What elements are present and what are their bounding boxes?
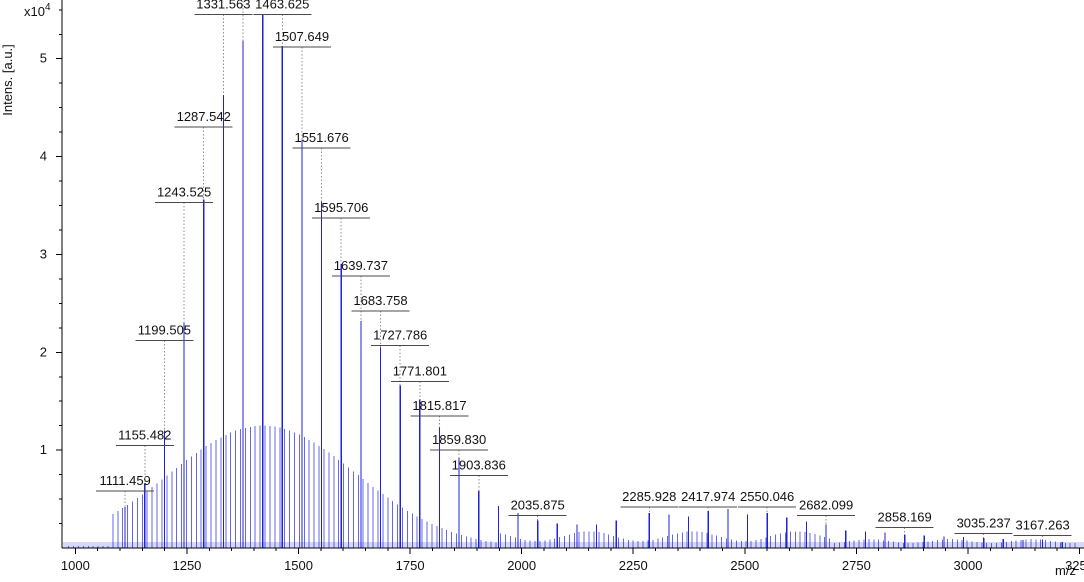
- y-tick-label-4: 4: [40, 149, 47, 164]
- y-tick-label-1: 1: [40, 442, 47, 457]
- peak-label-0: 1111.459: [99, 473, 150, 488]
- y-multiplier-label: x104: [24, 2, 51, 19]
- x-tick-label-1250: 1250: [172, 558, 201, 573]
- peak-label-23: 2858.169: [878, 509, 932, 524]
- x-tick-label-1750: 1750: [396, 558, 425, 573]
- y-axis-label: Intens. [a.u.]: [0, 44, 15, 116]
- peak-label-2: 1199.505: [138, 323, 191, 338]
- ticks: 1000 1250 1500 1750 2000 2250 2500 2750 3000 3250…: [40, 9, 1084, 573]
- x-tick-label-1000: 1000: [61, 558, 90, 573]
- peak-label-17: 1903.836: [452, 458, 506, 473]
- y-multiplier-exponent: 4: [45, 2, 51, 13]
- y-multiplier-base: x10: [24, 4, 45, 19]
- peak-label-5: 1331.563: [196, 0, 250, 12]
- peak-label-19: 2285.928: [622, 489, 676, 504]
- x-tick-label-2250: 2250: [619, 558, 648, 573]
- x-tick-label-3000: 3000: [954, 558, 983, 573]
- peak-label-22: 2682.099: [799, 498, 853, 513]
- peak-label-18: 2035.875: [511, 498, 565, 513]
- y-tick-label-2: 2: [40, 344, 47, 359]
- x-tick-label-2750: 2750: [842, 558, 871, 573]
- x-tick-label-3250: 3250: [1065, 558, 1084, 573]
- peak-label-13: 1727.786: [373, 327, 427, 342]
- peak-label-9: 1551.676: [294, 130, 348, 145]
- axes: [61, 0, 1084, 549]
- peak-label-4: 1287.542: [177, 109, 231, 124]
- y-tick-label-5: 5: [40, 51, 47, 66]
- peak-annotations: 1111.459 1155.482 1199.505 1243.525 1287.542…: [96, 0, 1072, 541]
- x-axis-label: m/z: [1055, 563, 1076, 578]
- peak-label-20: 2417.974: [681, 489, 735, 504]
- x-tick-label-2000: 2000: [507, 558, 536, 573]
- x-tick-label-1500: 1500: [284, 558, 313, 573]
- peak-label-1: 1155.482: [118, 427, 171, 442]
- peak-label-16: 1859.830: [432, 432, 486, 447]
- peak-label-12: 1683.758: [353, 293, 407, 308]
- peak-label-15: 1815.817: [412, 398, 466, 413]
- peak-label-14: 1771.801: [393, 364, 447, 379]
- peak-label-3: 1243.525: [157, 185, 211, 200]
- peak-label-11: 1639.737: [334, 258, 388, 273]
- baseline-noise-band: [63, 542, 1084, 548]
- peak-label-24: 3035.237: [957, 515, 1011, 530]
- plot-area: [63, 14, 1084, 548]
- peak-label-21: 2550.046: [740, 489, 794, 504]
- peak-label-8: 1507.649: [275, 29, 329, 44]
- peak-label-10: 1595.706: [314, 200, 368, 215]
- peak-label-7: 1463.625: [255, 0, 309, 12]
- y-tick-label-3: 3: [40, 246, 47, 261]
- peak-label-25: 3167.263: [1015, 517, 1069, 532]
- x-tick-label-2500: 2500: [730, 558, 759, 573]
